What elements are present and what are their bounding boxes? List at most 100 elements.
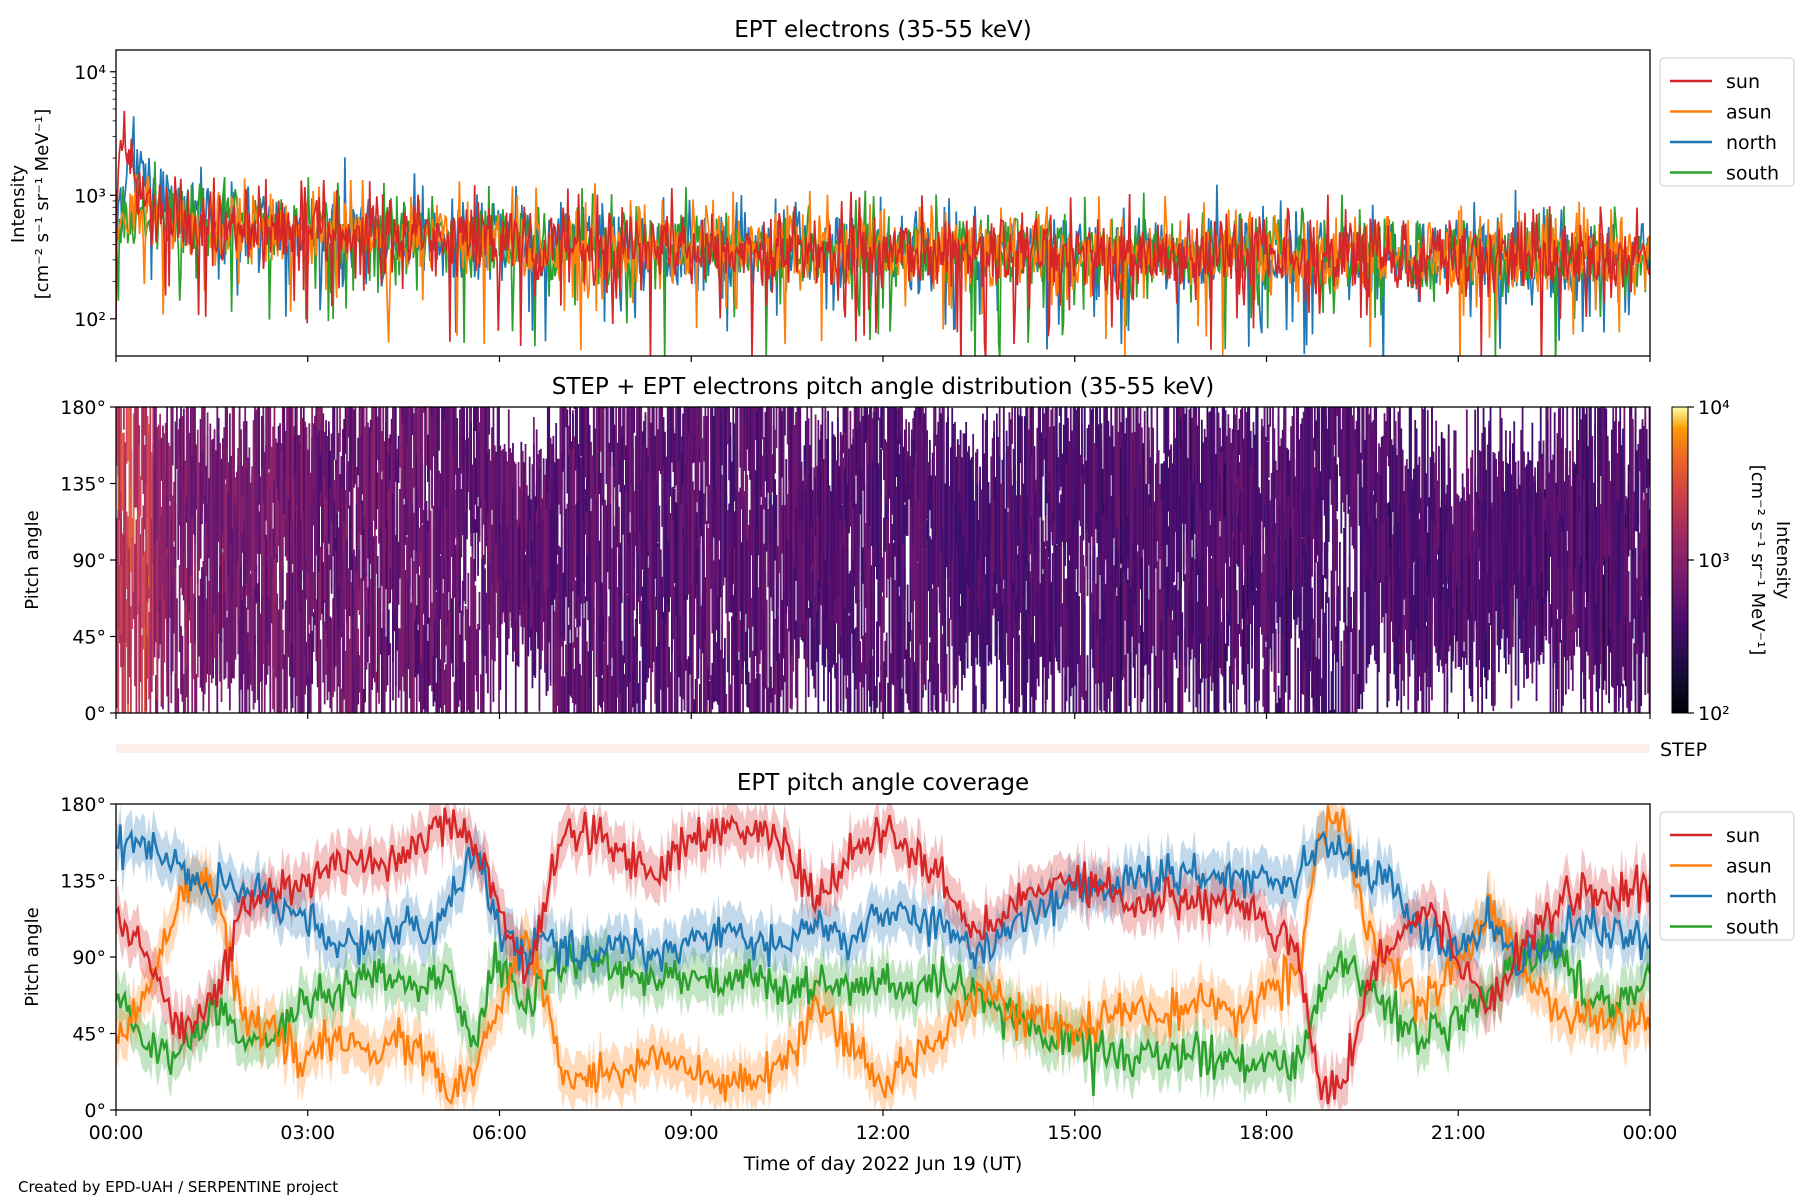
- heatmap-cell: [1613, 430, 1616, 586]
- heatmap-cell: [841, 504, 843, 557]
- heatmap-cell: [905, 649, 908, 694]
- heatmap-cell: [1597, 410, 1599, 570]
- heatmap-cell: [1431, 407, 1433, 499]
- heatmap-cell: [583, 618, 585, 713]
- heatmap-cell: [1438, 462, 1440, 592]
- heatmap-cell: [1460, 541, 1463, 585]
- heatmap-cell: [206, 511, 209, 675]
- heatmap-cell: [203, 407, 206, 560]
- heatmap-cell: [662, 611, 665, 713]
- heatmap-cell: [559, 610, 562, 713]
- heatmap-cell: [1101, 515, 1104, 569]
- heatmap-cell: [935, 627, 938, 682]
- heatmap-cell: [318, 430, 320, 572]
- heatmap-cell: [902, 543, 905, 677]
- heatmap-cell: [1479, 567, 1482, 687]
- heatmap-cell: [422, 624, 425, 710]
- heatmap-cell: [1387, 407, 1390, 467]
- heatmap-cell: [279, 423, 281, 581]
- heatmap-cell: [1269, 500, 1272, 584]
- heatmap-cell: [765, 599, 768, 713]
- heatmap-cell: [367, 494, 369, 559]
- heatmap-cell: [1322, 431, 1325, 501]
- heatmap-cell: [1454, 594, 1457, 633]
- heatmap-cell: [634, 485, 637, 525]
- heatmap-cell: [1436, 559, 1439, 637]
- heatmap-cell: [717, 547, 719, 705]
- heatmap-cell: [1415, 627, 1418, 696]
- heatmap-cell: [846, 462, 849, 593]
- heatmap-cell: [1083, 605, 1086, 713]
- heatmap-cell: [729, 436, 732, 513]
- heatmap-cell: [814, 595, 817, 698]
- heatmap-cell: [883, 407, 885, 480]
- heatmap-cell: [777, 546, 779, 624]
- heatmap-cell: [1036, 576, 1039, 679]
- heatmap-cell: [447, 407, 450, 442]
- heatmap-cell: [1424, 407, 1426, 542]
- heatmap-cell: [1053, 463, 1055, 629]
- heatmap-cell: [486, 514, 489, 692]
- heatmap-cell: [1502, 461, 1504, 507]
- heatmap-cell: [208, 581, 210, 713]
- heatmap-cell: [1147, 599, 1150, 675]
- heatmap-cell: [1135, 559, 1138, 655]
- heatmap-cell: [813, 467, 816, 628]
- heatmap-cell: [880, 449, 882, 496]
- heatmap-cell: [1304, 407, 1306, 536]
- heatmap-cell: [721, 624, 724, 713]
- heatmap-cell: [1610, 500, 1613, 649]
- heatmap-cell: [1313, 622, 1316, 691]
- heatmap-cell: [821, 584, 824, 643]
- heatmap-cell: [1605, 486, 1608, 553]
- heatmap-cell: [1054, 407, 1057, 544]
- heatmap-cell: [883, 661, 885, 713]
- coverage-line-sun: [116, 807, 1650, 1105]
- heatmap-cell: [1189, 450, 1192, 539]
- heatmap-cell: [959, 524, 962, 578]
- heatmap-cell: [226, 447, 228, 611]
- heatmap-cell: [1178, 629, 1181, 713]
- heatmap-cell: [1252, 447, 1255, 483]
- heatmap-cell: [129, 407, 132, 533]
- heatmap-cell: [792, 407, 795, 532]
- heatmap-cell: [669, 672, 672, 713]
- heatmap-cell: [1259, 518, 1262, 582]
- heatmap-cell: [1147, 427, 1150, 484]
- heatmap-cell: [1083, 407, 1086, 458]
- heatmap-cell: [1361, 487, 1364, 600]
- heatmap-cell: [1180, 660, 1182, 713]
- heatmap-cell: [700, 407, 703, 467]
- heatmap-cell: [1354, 506, 1357, 617]
- heatmap-cell: [309, 503, 312, 597]
- heatmap-cell: [733, 547, 736, 589]
- heatmap-cell: [1122, 407, 1125, 572]
- heatmap-cell: [1425, 473, 1428, 538]
- heatmap-cell: [452, 407, 454, 509]
- heatmap-cell: [1192, 407, 1195, 497]
- heatmap-cell: [573, 467, 576, 542]
- heatmap-cell: [1096, 557, 1099, 708]
- heatmap-cell: [609, 407, 612, 497]
- heatmap-cell: [452, 540, 454, 600]
- heatmap-cell: [836, 593, 839, 713]
- heatmap-cell: [1097, 445, 1100, 515]
- heatmap-cell: [357, 437, 360, 476]
- heatmap-cell: [878, 484, 881, 617]
- heatmap-cell: [1263, 635, 1266, 713]
- heatmap-cell: [1343, 528, 1345, 623]
- heatmap-cell: [1057, 472, 1060, 571]
- heatmap-cell: [903, 566, 906, 660]
- heatmap-cell: [831, 421, 834, 572]
- heatmap-cell: [1251, 448, 1253, 537]
- heatmap-cell: [1079, 454, 1082, 512]
- heatmap-cell: [1481, 501, 1484, 609]
- heatmap-cell: [552, 435, 555, 575]
- heatmap-cell: [354, 407, 357, 485]
- heatmap-cell: [1286, 500, 1288, 676]
- heatmap-cell: [1067, 600, 1069, 667]
- heatmap-cell: [1477, 407, 1479, 573]
- heatmap-cell: [1185, 407, 1188, 531]
- heatmap-cell: [1041, 573, 1044, 713]
- heatmap-cell: [240, 429, 242, 567]
